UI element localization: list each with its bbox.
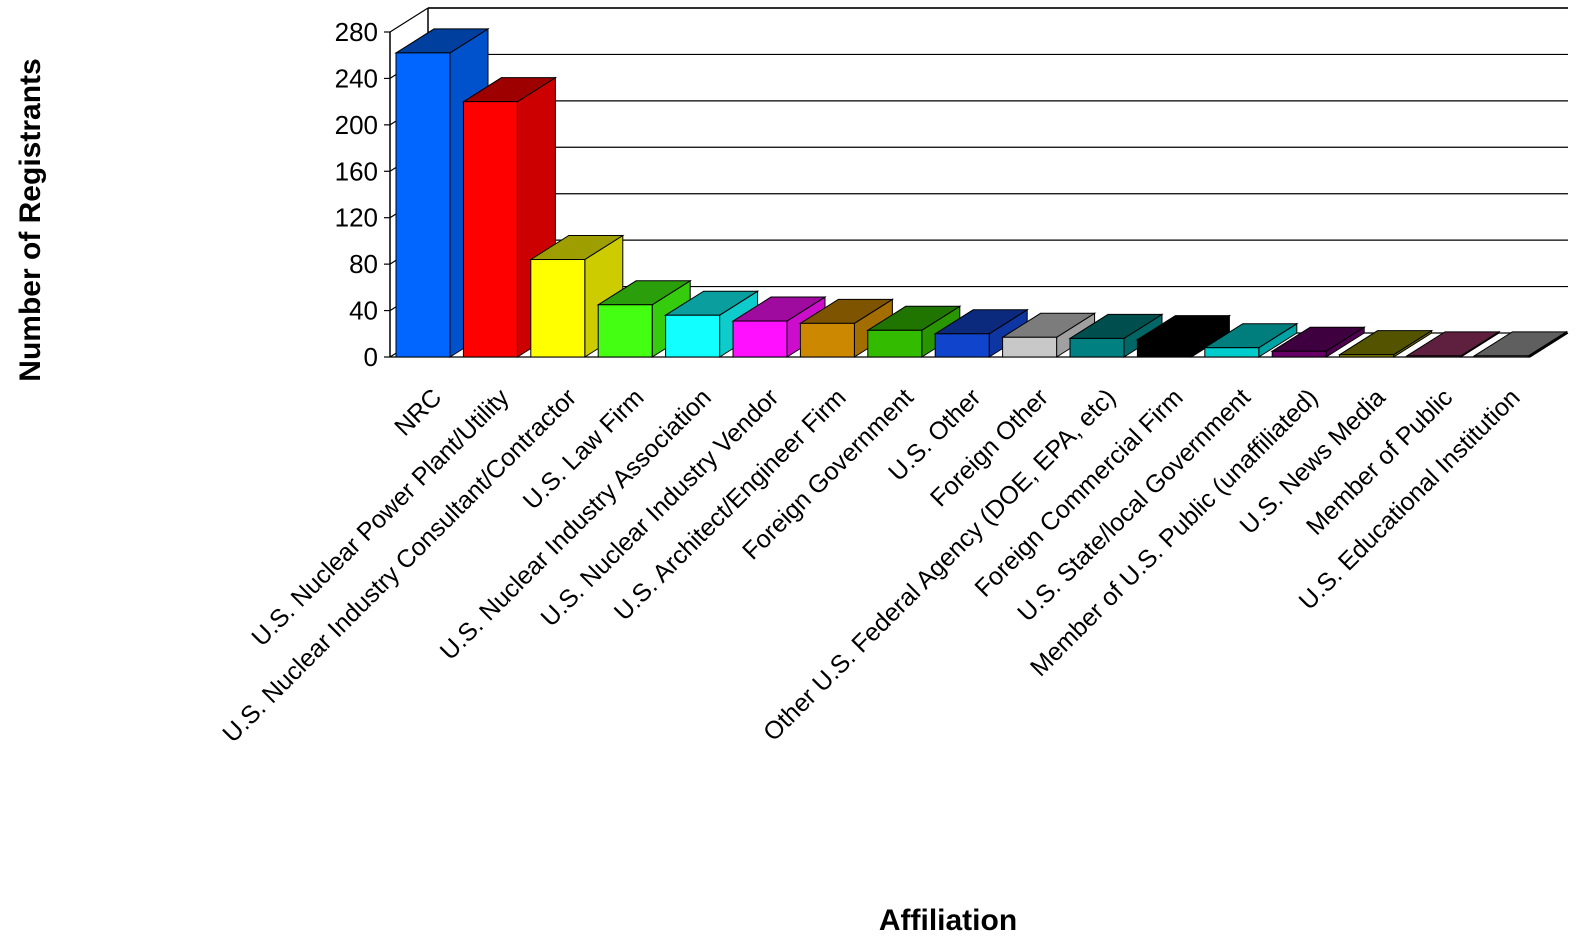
bar-front <box>1473 355 1529 358</box>
y-tick-label: 200 <box>335 110 378 140</box>
bar <box>1135 314 1232 358</box>
bar-front <box>1339 354 1395 358</box>
y-tick-label: 0 <box>364 342 378 372</box>
bar-front <box>1204 347 1260 358</box>
x-tick-label: U.S. Law Firm <box>518 383 650 515</box>
x-axis-title: Affiliation <box>879 904 1017 937</box>
bar-front <box>1002 336 1058 358</box>
bar-front <box>462 101 518 358</box>
bar <box>663 290 760 358</box>
y-tick-label: 160 <box>335 156 378 186</box>
bar-front <box>395 52 451 358</box>
bar <box>1472 330 1569 358</box>
bar-front <box>1136 339 1192 358</box>
bar <box>1405 330 1501 358</box>
floor-right-edge <box>1529 332 1569 358</box>
bar-front <box>1406 355 1462 358</box>
bar <box>1068 313 1164 358</box>
bar <box>461 76 558 358</box>
x-tick-label: Foreign Other <box>925 383 1054 512</box>
bar-front <box>597 304 653 358</box>
y-tick-label: 40 <box>349 296 378 326</box>
bars <box>394 27 1569 358</box>
bar-front <box>530 259 586 358</box>
bar <box>1270 326 1366 358</box>
gridline-side <box>389 7 429 33</box>
y-tick-label: 280 <box>335 17 378 47</box>
bar-front <box>665 314 721 358</box>
bar <box>1337 329 1434 358</box>
bar-front <box>1271 350 1327 358</box>
bar-front <box>934 333 990 358</box>
y-tick-label: 120 <box>335 203 378 233</box>
x-tick-label: NRC <box>389 383 447 441</box>
y-tick-label: 240 <box>335 63 378 93</box>
bar-front <box>799 322 855 358</box>
bar-front <box>732 320 788 358</box>
bar-front <box>1069 337 1125 358</box>
y-tick-label: 80 <box>349 249 378 279</box>
bar <box>1203 322 1299 358</box>
bar-front <box>867 329 923 358</box>
y-axis-title: Number of Registrants <box>14 58 47 381</box>
